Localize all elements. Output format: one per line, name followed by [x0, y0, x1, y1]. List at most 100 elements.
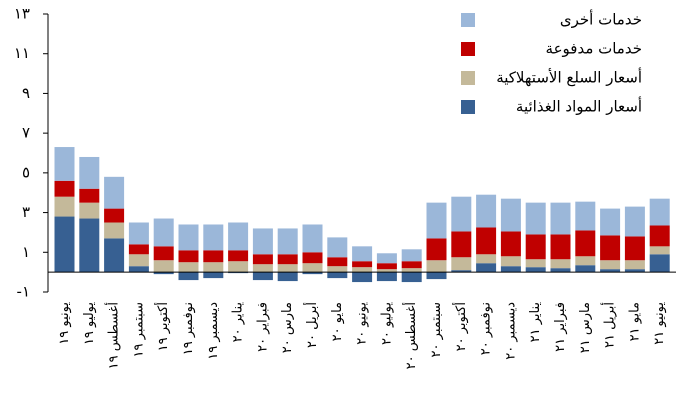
x-tick-label: يونيو ١٩	[57, 302, 72, 345]
legend-swatch	[461, 100, 475, 114]
x-tick-label: فبراير ٢٠	[255, 302, 270, 352]
bar-segment	[451, 196, 472, 232]
legend-label: خدمات مدفوعة	[546, 40, 642, 58]
bar-segment	[327, 266, 348, 273]
bar-segment	[54, 196, 75, 217]
bar-segment	[649, 254, 670, 273]
bar-segment	[302, 224, 323, 253]
bar-segment	[104, 208, 125, 223]
x-tick-label: نوفمبر ١٩	[181, 302, 196, 355]
x-tick-label: يناير ٢١	[528, 302, 543, 343]
x-tick-label: ديسمبر ٢٠	[503, 302, 518, 360]
bar-segment	[550, 268, 571, 273]
bar-segment	[277, 264, 298, 273]
bar-segment	[500, 266, 521, 273]
bar-segment	[376, 272, 397, 282]
bar-segment	[203, 250, 224, 263]
bar-segment	[550, 202, 571, 235]
y-tick-label: ٧	[22, 124, 30, 142]
bar-segment	[327, 257, 348, 267]
y-tick-label: ١١	[14, 44, 30, 62]
bar-segment	[104, 222, 125, 239]
bar-segment	[426, 202, 447, 239]
x-tick-label: مارس ٢١	[578, 302, 593, 353]
bar-segment	[153, 246, 174, 261]
bar-segment	[376, 269, 397, 273]
bar-segment	[600, 260, 621, 270]
bar-segment	[426, 272, 447, 280]
bar-segment	[302, 263, 323, 273]
bar-segment	[376, 263, 397, 270]
bar-segment	[128, 244, 149, 255]
bar-segment	[79, 218, 100, 273]
y-tick-label: ١	[22, 243, 30, 261]
bar-segment	[624, 269, 645, 273]
y-tick-label: ٩	[22, 84, 30, 102]
bar-segment	[624, 206, 645, 237]
bar-segment	[228, 261, 249, 273]
bar-segment	[54, 180, 75, 197]
bar-segment	[476, 254, 497, 264]
bar-segment	[352, 246, 373, 262]
bar-segment	[104, 176, 125, 209]
x-tick-label: أغسطس ١٩	[105, 302, 122, 369]
bar-segment	[302, 272, 323, 275]
bar-segment	[277, 272, 298, 282]
bar-segment	[476, 194, 497, 228]
bar-segment	[252, 228, 273, 255]
bar-segment	[476, 227, 497, 255]
bar-segment	[128, 254, 149, 267]
bar-segment	[600, 269, 621, 273]
x-tick-label: يونيو ٢١	[652, 302, 667, 345]
x-tick-label: مارس ٢٠	[280, 302, 295, 353]
legend-swatch	[461, 13, 475, 27]
bar-segment	[600, 235, 621, 261]
bar-segment	[252, 272, 273, 281]
y-tick-label: ١٣	[14, 5, 30, 23]
bar-segment	[203, 272, 224, 279]
x-tick-label: مايو ٢٠	[330, 302, 345, 341]
x-tick-label: يناير ٢٠	[231, 302, 246, 343]
bar-segment	[252, 254, 273, 265]
bar-segment	[451, 231, 472, 258]
legend-swatch	[461, 42, 475, 56]
bar-segment	[203, 262, 224, 273]
x-tick-label: يوليو ١٩	[82, 302, 97, 345]
bar-segment	[352, 261, 373, 268]
legend-label: خدمات أخرى	[560, 10, 642, 29]
bar-segment	[575, 230, 596, 257]
bar-segment	[525, 202, 546, 235]
x-tick-label: يونيو ٢٠	[355, 302, 370, 345]
legend-label: أسعار المواد الغذائية	[516, 97, 642, 116]
bar-segment	[153, 218, 174, 247]
bar-segment	[153, 260, 174, 273]
bar-segment	[500, 198, 521, 232]
bar-segment	[228, 222, 249, 251]
bar-segment	[401, 261, 422, 269]
bar-segment	[178, 272, 199, 281]
bar-segment	[54, 147, 75, 181]
bar-segment	[54, 216, 75, 273]
bar-segment	[426, 238, 447, 261]
bar-segment	[352, 272, 373, 283]
bar-segment	[352, 267, 373, 273]
y-tick-label: ٥	[22, 163, 30, 181]
legend-swatch	[461, 71, 475, 85]
x-tick-label: أبريل ٢١	[601, 302, 618, 348]
bar-segment	[649, 246, 670, 255]
x-tick-label: سبتمبر ١٩	[131, 302, 146, 357]
bar-segment	[600, 208, 621, 236]
bar-segment	[178, 250, 199, 263]
x-tick-label: فبراير ٢١	[553, 302, 568, 352]
x-tick-label: ديسمبر ١٩	[206, 302, 221, 360]
bar-segment	[203, 224, 224, 251]
bar-segment	[575, 265, 596, 273]
bar-segment	[302, 252, 323, 264]
bar-segment	[525, 259, 546, 268]
bar-segment	[525, 267, 546, 273]
bar-segment	[79, 188, 100, 203]
bar-segment	[624, 260, 645, 270]
x-tick-label: أغسطس ٢٠	[402, 302, 419, 369]
bar-segment	[401, 272, 422, 283]
x-tick-label: يوليو ٢٠	[379, 302, 394, 345]
